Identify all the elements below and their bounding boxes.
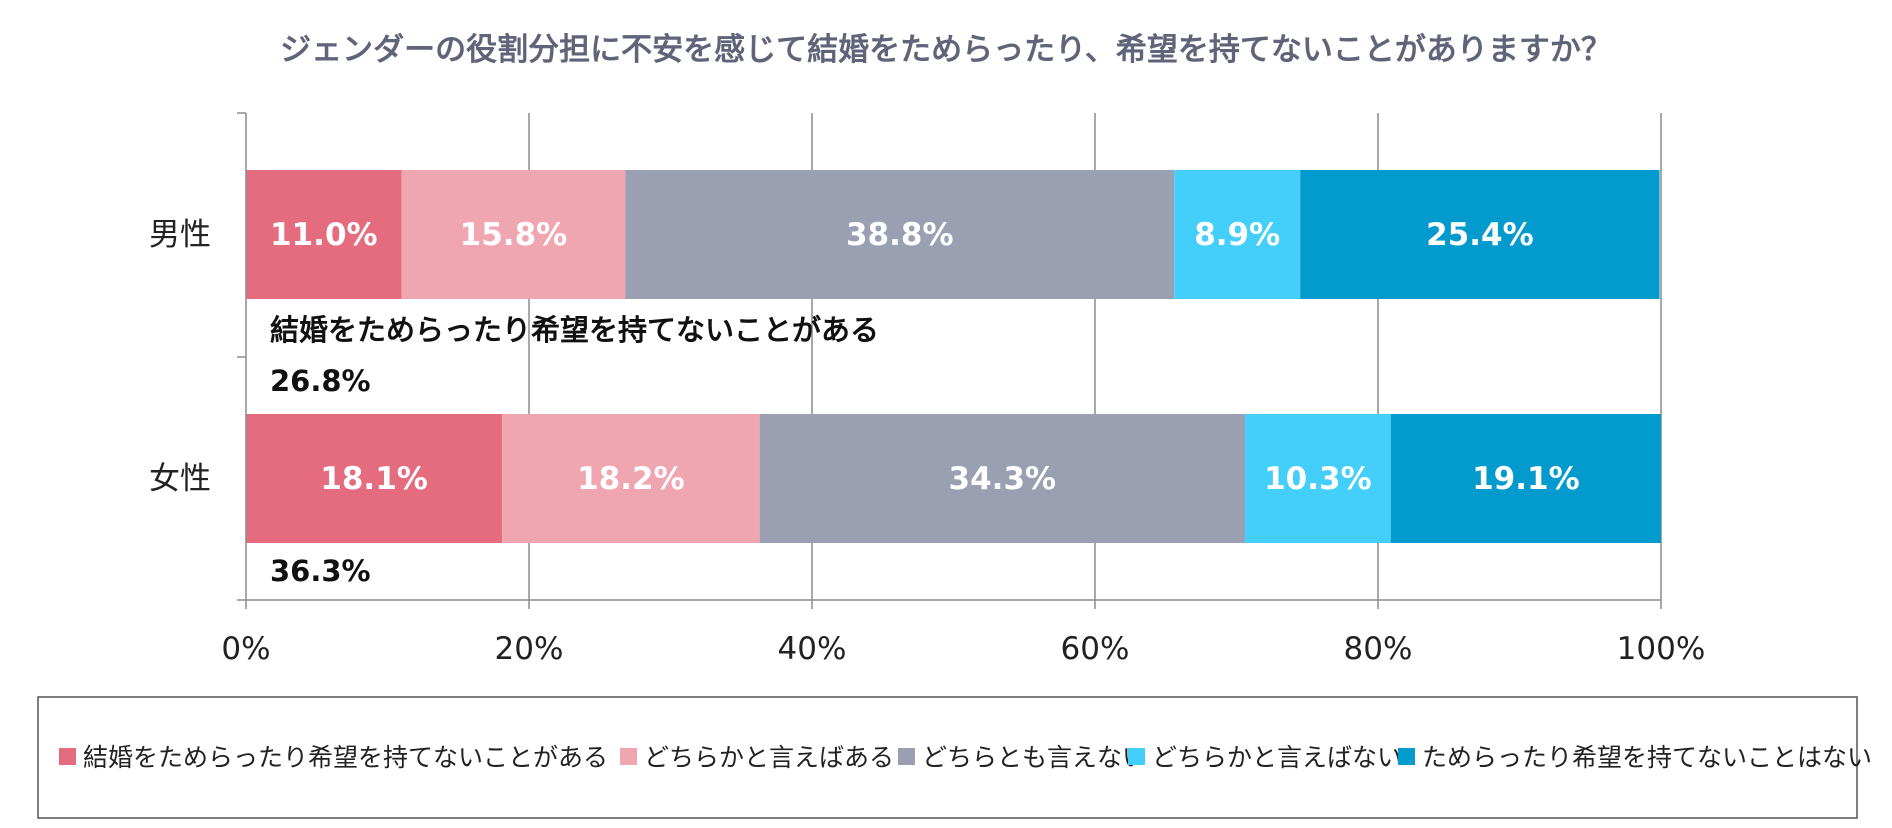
chart-title: ジェンダーの役割分担に不安を感じて結婚をためらったり、希望を持てないことがありま…	[280, 32, 1612, 68]
legend-swatch	[1128, 748, 1145, 765]
legend-box	[37, 696, 1858, 819]
bar-segment	[1244, 414, 1391, 543]
legend-swatch	[620, 748, 637, 765]
bar-segment	[1390, 414, 1661, 543]
annotation-text: 36.3%	[270, 554, 371, 588]
x-tick-label: 100%	[1617, 631, 1706, 667]
bar-value-label: 18.2%	[577, 461, 685, 497]
bar-segment	[502, 414, 760, 543]
category-label: 女性	[149, 461, 211, 497]
legend-label: どちらかと言えばある	[644, 743, 894, 772]
bar-value-labels: 11.0% 15.8% 38.8% 8.9% 25.4% 18.1% 18.2% 34.3% 1…	[270, 217, 1580, 497]
legend-label: どちらとも言えない	[922, 743, 1147, 772]
bar-segment	[1300, 170, 1660, 299]
bar-segment	[1174, 170, 1301, 299]
category-label: 男性	[149, 217, 211, 253]
bar-segment	[401, 170, 626, 299]
bar-segment	[759, 414, 1245, 543]
bar-segment	[246, 414, 503, 543]
bar-segments	[246, 170, 1661, 543]
bar-value-label: 11.0%	[270, 217, 378, 253]
bar-value-label: 34.3%	[949, 461, 1057, 497]
legend-swatch	[1398, 748, 1415, 765]
legend-label: 結婚をためらったり希望を持てないことがある	[83, 743, 608, 772]
bar-value-label: 38.8%	[846, 217, 954, 253]
bar-value-label: 19.1%	[1472, 461, 1580, 497]
legend-swatch	[59, 748, 76, 765]
x-tick-label: 60%	[1061, 631, 1130, 667]
bar-value-label: 10.3%	[1264, 461, 1372, 497]
legend-swatch	[898, 748, 915, 765]
bar-value-label: 25.4%	[1426, 217, 1534, 253]
bar-value-label: 18.1%	[320, 461, 428, 497]
x-tick-label: 20%	[495, 631, 564, 667]
annotation-text: 26.8%	[270, 364, 371, 398]
x-tick-label: 40%	[778, 631, 847, 667]
annotation-text: 結婚をためらったり希望を持てないことがある	[270, 313, 879, 347]
bar-value-label: 15.8%	[460, 217, 568, 253]
bar-value-label: 8.9%	[1194, 217, 1280, 253]
annotations: 結婚をためらったり希望を持てないことがある 26.8% 36.3%	[270, 313, 879, 588]
legend: 結婚をためらったり希望を持てないことがある どちらかと言えばある どちらとも言えない…	[37, 696, 1872, 819]
legend-label: どちらかと言えばない	[1152, 743, 1402, 772]
x-tick-label: 80%	[1344, 631, 1413, 667]
legend-label: ためらったり希望を持てないことはない	[1422, 743, 1872, 772]
bar-segment	[246, 170, 402, 299]
x-tick-label: 0%	[221, 631, 270, 667]
bar-segment	[625, 170, 1175, 299]
